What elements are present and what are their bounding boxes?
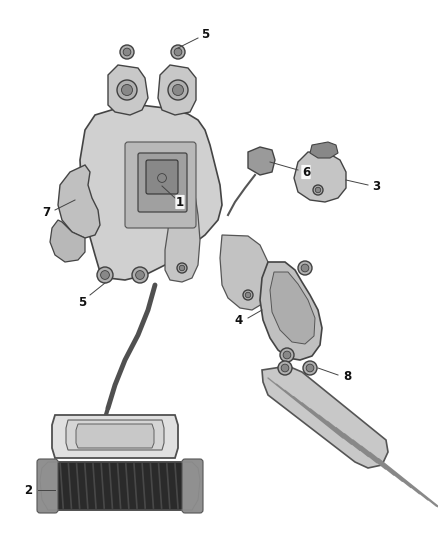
Circle shape bbox=[179, 265, 185, 271]
Circle shape bbox=[313, 185, 323, 195]
Polygon shape bbox=[76, 424, 154, 448]
Text: 5: 5 bbox=[201, 28, 209, 42]
Polygon shape bbox=[248, 147, 275, 175]
Circle shape bbox=[278, 361, 292, 375]
Circle shape bbox=[301, 264, 309, 272]
Circle shape bbox=[298, 261, 312, 275]
Polygon shape bbox=[165, 195, 200, 282]
Polygon shape bbox=[310, 142, 338, 158]
Circle shape bbox=[280, 348, 294, 362]
Circle shape bbox=[101, 271, 110, 279]
FancyBboxPatch shape bbox=[182, 459, 203, 513]
FancyBboxPatch shape bbox=[138, 153, 187, 212]
Text: 2: 2 bbox=[24, 483, 32, 497]
Circle shape bbox=[136, 271, 145, 279]
Polygon shape bbox=[220, 235, 268, 310]
Circle shape bbox=[117, 80, 137, 100]
Text: 4: 4 bbox=[235, 313, 243, 327]
FancyBboxPatch shape bbox=[125, 142, 196, 228]
Circle shape bbox=[315, 187, 321, 193]
Circle shape bbox=[173, 85, 184, 95]
Circle shape bbox=[306, 364, 314, 372]
Circle shape bbox=[158, 174, 166, 182]
Polygon shape bbox=[50, 220, 85, 262]
Polygon shape bbox=[58, 165, 100, 238]
Circle shape bbox=[168, 80, 188, 100]
Text: 6: 6 bbox=[302, 166, 310, 179]
Polygon shape bbox=[270, 272, 315, 344]
Circle shape bbox=[243, 290, 253, 300]
Circle shape bbox=[177, 263, 187, 273]
Circle shape bbox=[154, 170, 170, 186]
Text: 5: 5 bbox=[78, 295, 86, 309]
Polygon shape bbox=[52, 415, 178, 458]
Text: 3: 3 bbox=[372, 181, 380, 193]
Circle shape bbox=[123, 48, 131, 56]
Circle shape bbox=[121, 85, 133, 95]
Text: 8: 8 bbox=[343, 370, 351, 384]
Circle shape bbox=[245, 292, 251, 298]
Circle shape bbox=[174, 48, 182, 56]
Circle shape bbox=[97, 267, 113, 283]
Circle shape bbox=[303, 361, 317, 375]
Polygon shape bbox=[40, 462, 200, 510]
Polygon shape bbox=[262, 366, 388, 468]
Circle shape bbox=[171, 45, 185, 59]
FancyBboxPatch shape bbox=[146, 160, 178, 194]
Text: 7: 7 bbox=[42, 206, 50, 219]
Circle shape bbox=[281, 364, 289, 372]
Polygon shape bbox=[66, 420, 164, 450]
Polygon shape bbox=[80, 105, 222, 280]
Polygon shape bbox=[108, 65, 148, 115]
Text: 1: 1 bbox=[176, 196, 184, 208]
Polygon shape bbox=[158, 65, 196, 115]
Circle shape bbox=[132, 267, 148, 283]
Circle shape bbox=[283, 351, 291, 359]
Circle shape bbox=[120, 45, 134, 59]
FancyBboxPatch shape bbox=[37, 459, 58, 513]
Polygon shape bbox=[294, 152, 346, 202]
Polygon shape bbox=[260, 262, 322, 360]
